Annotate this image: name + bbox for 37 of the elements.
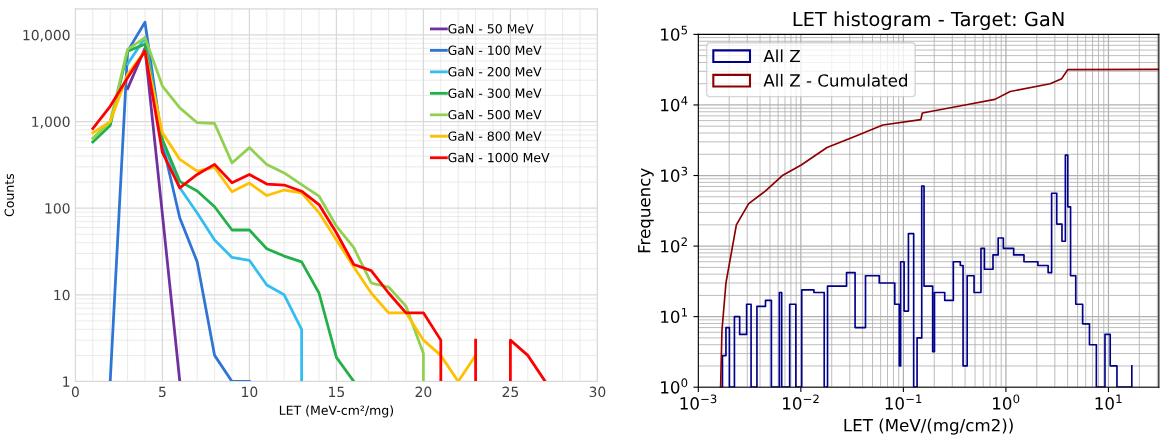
x-tick-label: 15 <box>329 386 345 398</box>
legend-label: GaN - 200 MeV <box>448 66 542 77</box>
legend-label: GaN - 1000 MeV <box>448 152 550 163</box>
y-tick-label: 1,000 <box>32 116 70 129</box>
x-tick-label: 0 <box>71 386 79 398</box>
x-tick-label: 25 <box>502 386 519 398</box>
x-tick-label: 10 <box>242 386 258 398</box>
y-tick-label: 10,000 <box>23 29 70 42</box>
chart-title: LET histogram - Target: GaN <box>793 11 1064 31</box>
y-tick-label: 10$^{2}$ <box>661 237 687 253</box>
legend-label: GaN - 300 MeV <box>448 88 542 98</box>
x-tick-label: 10$^{0}$ <box>993 394 1020 410</box>
x-tick-label: 10$^{−1}$ <box>885 394 922 410</box>
x-tick-label: 10$^{−2}$ <box>783 394 819 410</box>
legend-label: All Z <box>763 49 800 63</box>
x-axis-title: LET (MeV/(mg/cm2)) <box>844 418 1013 435</box>
legend-label: GaN - 100 MeV <box>448 45 542 55</box>
y-tick-label: 10$^{4}$ <box>661 96 688 112</box>
y-tick-label: 100 <box>45 203 70 214</box>
legend-label: GaN - 500 MeV <box>448 109 542 120</box>
x-axis-title: LET (MeV-cm²/mg) <box>279 405 394 418</box>
x-tick-label: 20 <box>415 386 432 398</box>
legend-label: GaN - 50 MeV <box>448 24 534 34</box>
legend-label: GaN - 800 MeV <box>448 131 542 141</box>
x-tick-label: 10$^{1}$ <box>1095 394 1122 410</box>
y-tick-label: 10$^{5}$ <box>661 25 688 41</box>
y-tick-label: 10 <box>54 289 70 301</box>
y-axis-title: Frequency <box>638 168 654 253</box>
line-series <box>91 36 425 382</box>
x-tick-label: 30 <box>589 386 606 398</box>
x-tick-label: 10$^{−3}$ <box>680 394 717 410</box>
y-tick-label: 10$^{1}$ <box>661 307 687 324</box>
legend-label: All Z - Cumulated <box>763 73 907 87</box>
y-axis-title: Counts <box>4 173 14 217</box>
y-tick-label: 1 <box>63 376 70 387</box>
x-tick-label: 5 <box>159 386 166 398</box>
y-tick-label: 10$^{3}$ <box>661 166 688 182</box>
